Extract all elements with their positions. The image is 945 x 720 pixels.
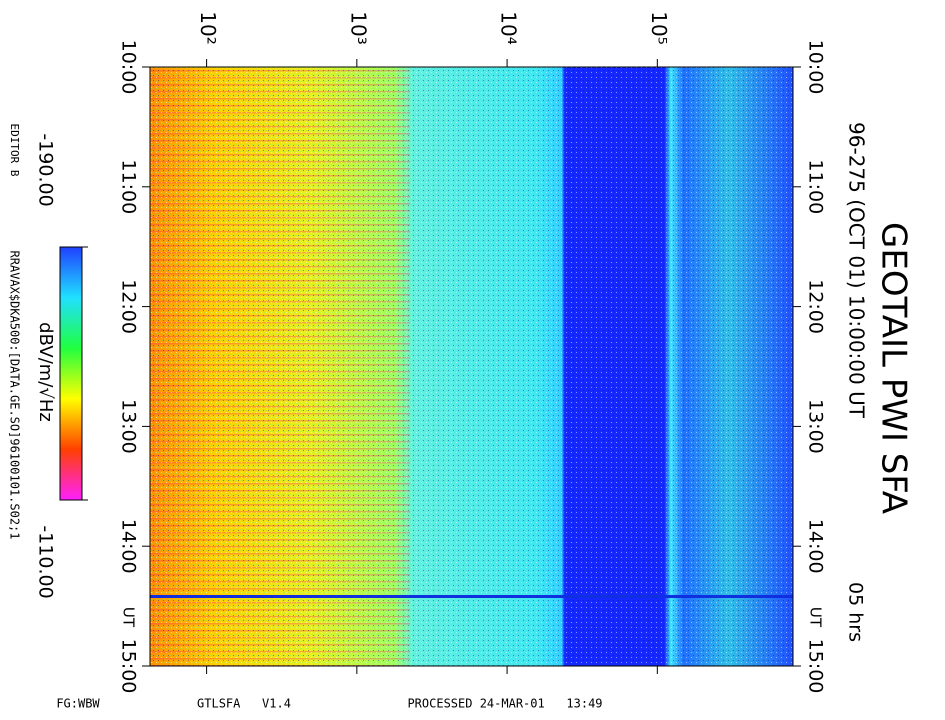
y-tick-label: 14:00 xyxy=(805,519,827,574)
y-tick-label: 10:00 xyxy=(118,40,140,95)
time-unit-label: UT xyxy=(120,607,138,628)
footer-text: FG:WBW xyxy=(56,697,100,711)
colorbar xyxy=(59,246,83,501)
y-tick-label: 12:00 xyxy=(805,279,827,334)
footer-text: PROCESSED 24-MAR-01 13:49 xyxy=(407,697,602,711)
x-tick-label: 10³ xyxy=(346,11,370,44)
y-tick-label: 12:00 xyxy=(118,279,140,334)
y-tick-label: 13:00 xyxy=(805,399,827,454)
x-tick-label: 10⁵ xyxy=(647,11,671,44)
y-tick-label: 13:00 xyxy=(118,399,140,454)
y-tick-label: 11:00 xyxy=(118,159,140,214)
colorbar-tick-label: -110.00 xyxy=(35,525,57,598)
spectrogram-image xyxy=(150,67,793,666)
colorbar-tick-label: -190.00 xyxy=(35,133,57,206)
y-tick-label: 15:00 xyxy=(118,639,140,694)
y-tick-label: 11:00 xyxy=(805,159,827,214)
chart-title: GEOTAIL PWI SFA xyxy=(874,222,914,514)
y-tick-label: 10:00 xyxy=(805,40,827,95)
editor-label: EDITOR B xyxy=(8,124,21,177)
y-tick-label: 15:00 xyxy=(805,639,827,694)
footer-text: GTLSFA V1.4 xyxy=(197,697,291,711)
colorbar-label: dBV/m/√Hz xyxy=(35,322,56,422)
chart-subtitle: 96-275 (OCT 01) 10:00:00 UT xyxy=(845,122,869,419)
plot-frame xyxy=(149,66,794,667)
file-label: RRAVAX$DKA500:[DATA.GE.SO]96100101.S02;1 xyxy=(8,251,22,540)
x-tick-label: 10² xyxy=(196,11,220,44)
duration-label: 05 hrs xyxy=(845,582,867,642)
y-tick-label: 14:00 xyxy=(118,519,140,574)
time-unit-label: UT xyxy=(807,607,825,628)
x-tick-label: 10⁴ xyxy=(497,11,521,44)
